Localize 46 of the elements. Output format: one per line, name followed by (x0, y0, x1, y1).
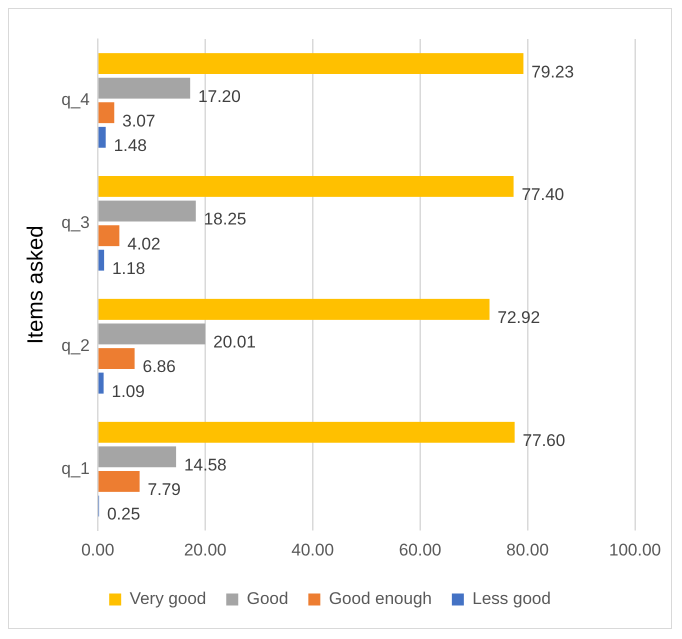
bar (98, 250, 104, 271)
data-label: 20.01 (213, 332, 256, 352)
data-label: 4.02 (127, 234, 160, 254)
bar (98, 200, 196, 222)
bar (98, 78, 190, 99)
bar (98, 53, 524, 74)
bar (98, 298, 490, 320)
legend-label: Good (246, 589, 288, 608)
bar (98, 102, 114, 124)
x-tick-label: 60.00 (398, 540, 442, 560)
data-label: 79.23 (531, 62, 574, 82)
data-label: 1.18 (112, 258, 146, 278)
data-label: 6.86 (142, 357, 176, 376)
data-label: 7.79 (148, 480, 181, 500)
bar (98, 225, 120, 246)
bar (98, 324, 206, 344)
legend-label: Very good (130, 589, 206, 608)
data-label: 17.20 (198, 86, 241, 106)
y-tick-label: q_2 (61, 336, 90, 355)
data-label: 0.25 (107, 504, 140, 524)
data-label: 77.40 (522, 185, 564, 204)
legend-label: Less good (472, 589, 551, 608)
data-label: 77.60 (522, 430, 566, 450)
bar (98, 422, 515, 443)
y-axis-title: Items asked (22, 225, 48, 344)
data-label: 1.48 (114, 136, 147, 156)
bar (98, 176, 514, 197)
bar (98, 348, 135, 369)
data-label: 72.92 (498, 308, 540, 328)
bar (98, 446, 176, 468)
x-tick-label: 20.00 (184, 540, 226, 560)
legend-label: Good enough (328, 589, 432, 608)
x-tick-label: 0.00 (81, 540, 114, 560)
data-label: 14.58 (184, 456, 227, 475)
x-tick-label: 100.00 (609, 540, 661, 560)
data-label: 1.09 (112, 382, 145, 401)
y-tick-label: q_4 (61, 90, 90, 110)
bar (98, 126, 106, 148)
y-tick-label: q_3 (61, 213, 90, 232)
bar (98, 372, 104, 394)
x-tick-label: 40.00 (291, 540, 334, 560)
bar (98, 470, 140, 492)
x-tick-label: 80.00 (506, 540, 549, 560)
data-label: 18.25 (204, 210, 246, 229)
y-tick-label: q_1 (61, 458, 90, 478)
data-label: 3.07 (122, 111, 156, 130)
